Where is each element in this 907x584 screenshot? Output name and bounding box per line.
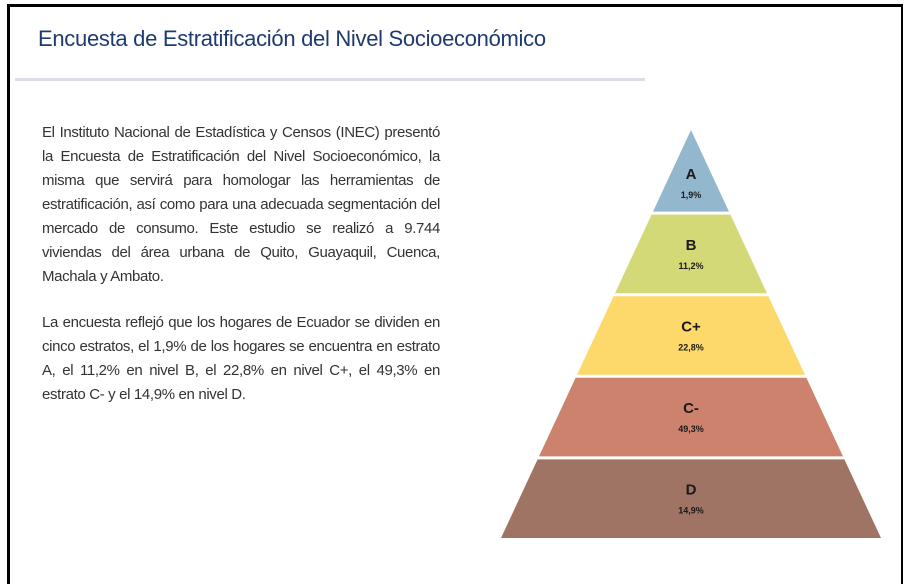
tier-value: 1,9% <box>681 190 702 200</box>
tier-label: C+ <box>681 319 701 336</box>
pyramid-tier <box>577 296 805 375</box>
tier-value: 22,8% <box>678 343 704 353</box>
pyramid-tier <box>653 130 729 212</box>
pyramid-tier <box>501 459 881 538</box>
tier-label: B <box>686 237 697 254</box>
tier-label: D <box>686 482 697 499</box>
paragraph: La encuesta reflejó que los hogares de E… <box>42 314 440 403</box>
body-text: El Instituto Nacional de Estadística y C… <box>42 121 440 429</box>
tier-value: 49,3% <box>678 424 704 434</box>
tier-label: C- <box>683 400 699 417</box>
tier-label: A <box>686 166 697 183</box>
pyramid-tier <box>539 377 843 457</box>
pyramid-tier <box>615 214 767 294</box>
frame <box>7 4 903 584</box>
title-rule <box>15 78 645 81</box>
tier-value: 11,2% <box>678 261 703 271</box>
title: Encuesta de Estratificación del Nivel So… <box>38 26 546 51</box>
paragraph: El Instituto Nacional de Estadística y C… <box>42 124 440 285</box>
tier-value: 14,9% <box>678 506 704 516</box>
